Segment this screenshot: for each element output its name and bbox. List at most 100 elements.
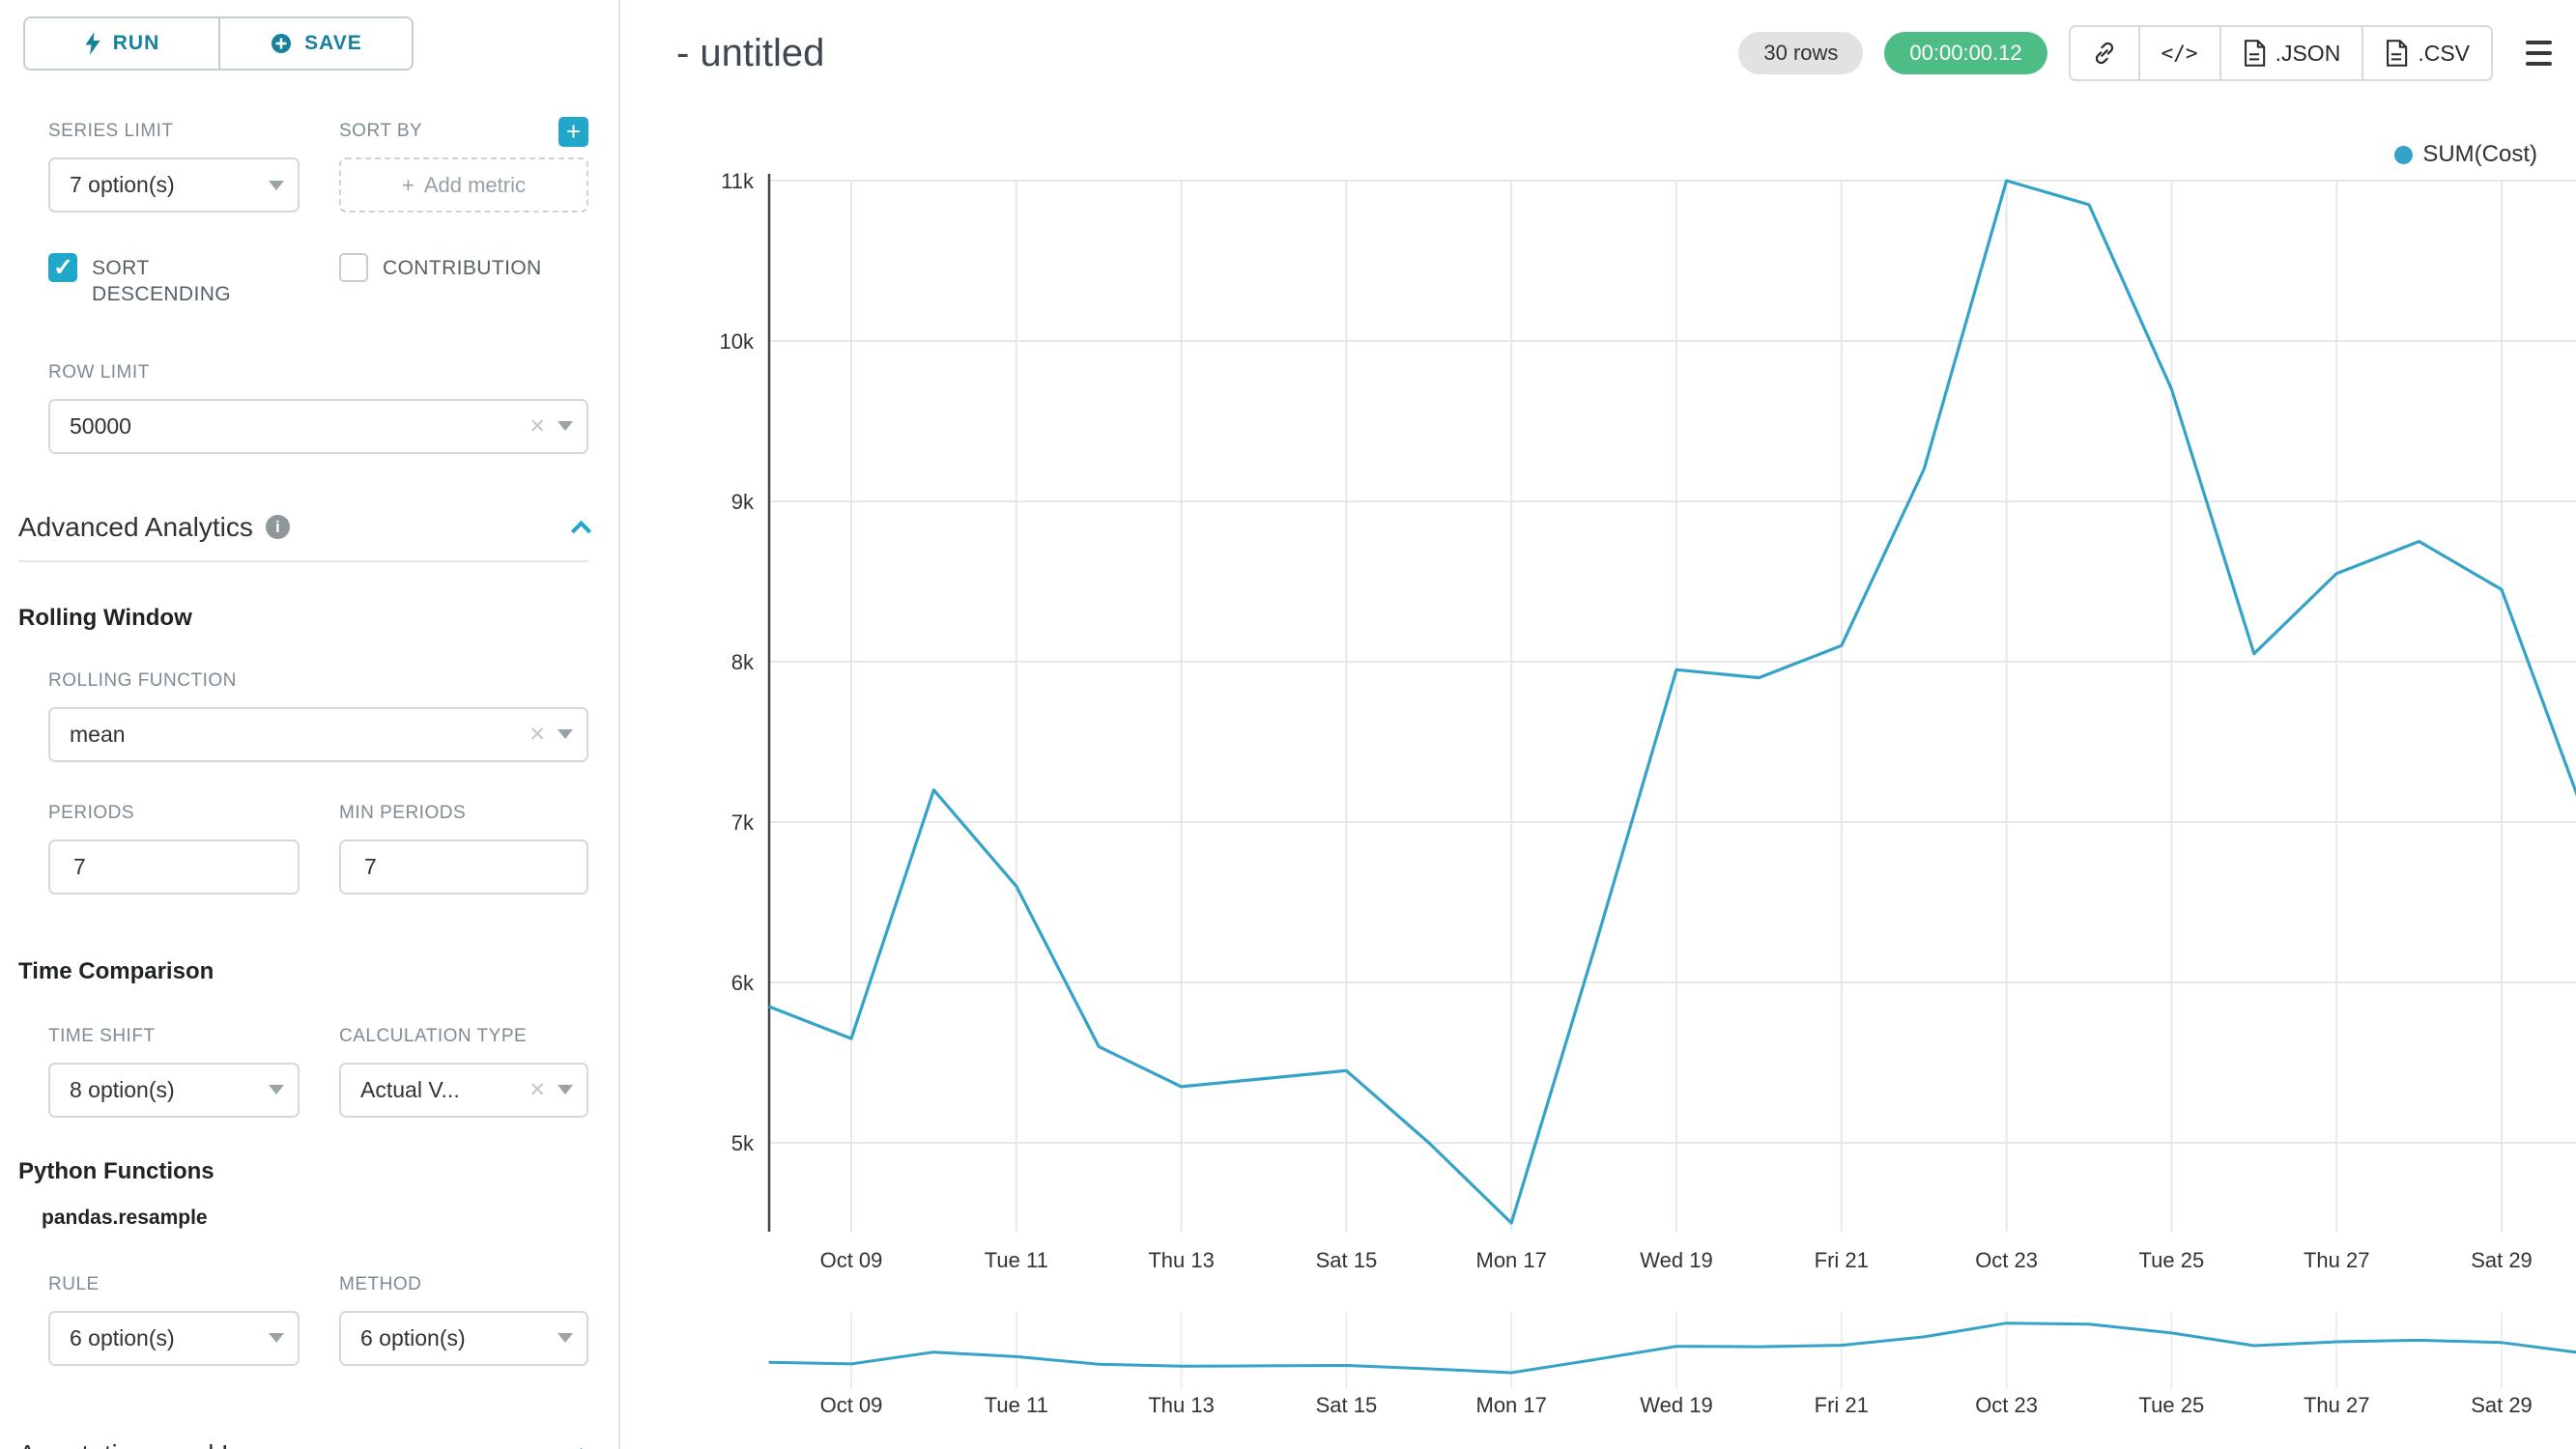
chart-title: - untitled bbox=[676, 31, 825, 74]
x-axis-tick-label: Sat 15 bbox=[1316, 1248, 1378, 1272]
periods-control: PERIODS bbox=[48, 797, 300, 895]
series-limit-label: SERIES LIMIT bbox=[48, 121, 174, 141]
x-axis-tick-label: Tue 11 bbox=[985, 1248, 1048, 1272]
lightning-bolt-icon bbox=[85, 32, 100, 55]
plus-icon: + bbox=[401, 172, 415, 197]
advanced-analytics-header[interactable]: Advanced Analytics i bbox=[18, 512, 592, 562]
row-limit-select[interactable]: 50000 ✕ bbox=[48, 398, 588, 454]
info-icon: i bbox=[265, 515, 290, 540]
limits-row: SERIES LIMIT 7 option(s) SORT BY + + Add… bbox=[48, 115, 618, 213]
x-axis-tick-label: Oct 09 bbox=[820, 1248, 883, 1272]
time-comparison-title: Time Comparison bbox=[18, 957, 215, 984]
mini-x-axis-tick-label: Oct 09 bbox=[820, 1393, 883, 1417]
menu-icon bbox=[2525, 41, 2552, 44]
mini-chart-line bbox=[768, 1321, 2576, 1375]
time-comparison-row: TIME SHIFT 8 option(s) CALCULATION TYPE … bbox=[48, 1020, 618, 1118]
rule-select[interactable]: 6 option(s) bbox=[48, 1310, 300, 1366]
y-axis-tick-label: 9k bbox=[731, 490, 755, 514]
row-limit-value: 50000 bbox=[70, 412, 131, 439]
x-axis-tick-label: Sat 29 bbox=[2471, 1248, 2533, 1272]
chart-main-panel: - untitled 30 rows 00:00:00.12 </> bbox=[620, 0, 2576, 1449]
periods-input[interactable] bbox=[48, 838, 300, 895]
chevron-down-icon bbox=[558, 729, 573, 740]
chevron-up-icon[interactable] bbox=[570, 520, 592, 542]
chevron-down-icon bbox=[269, 1085, 284, 1095]
time-shift-label: TIME SHIFT bbox=[48, 1025, 156, 1046]
rule-method-row: RULE 6 option(s) METHOD 6 option(s) bbox=[48, 1268, 618, 1366]
sort-by-label: SORT BY bbox=[339, 121, 423, 141]
add-metric-placeholder: Add metric bbox=[423, 172, 526, 197]
chevron-down-icon bbox=[558, 421, 573, 432]
method-label: METHOD bbox=[339, 1273, 422, 1294]
method-select[interactable]: 6 option(s) bbox=[339, 1310, 588, 1366]
annotations-layers-header[interactable]: Annotations and Layers bbox=[18, 1439, 592, 1449]
link-icon bbox=[2095, 42, 2113, 65]
sort-descending-label: SORT DESCENDING bbox=[92, 257, 232, 306]
run-save-button-group: RUN SAVE bbox=[23, 16, 414, 71]
save-button-label: SAVE bbox=[304, 32, 362, 54]
embed-code-button[interactable]: </> bbox=[2137, 25, 2221, 81]
chevron-down-icon bbox=[558, 1085, 573, 1095]
series-limit-value: 7 option(s) bbox=[70, 172, 175, 197]
mini-x-axis-tick-label: Sat 29 bbox=[2471, 1393, 2533, 1417]
calculation-type-value: Actual V... bbox=[360, 1076, 460, 1102]
clear-icon[interactable]: ✕ bbox=[529, 414, 546, 438]
y-axis-tick-label: 5k bbox=[731, 1131, 755, 1155]
add-sort-metric-button[interactable]: + bbox=[558, 116, 588, 147]
mini-x-axis-tick-label: Thu 27 bbox=[2304, 1393, 2370, 1417]
sort-by-add-metric-field[interactable]: + Add metric bbox=[339, 157, 588, 213]
calculation-type-control: CALCULATION TYPE Actual V... ✕ bbox=[339, 1020, 588, 1118]
run-button[interactable]: RUN bbox=[25, 18, 218, 69]
x-axis-tick-label: Fri 21 bbox=[1815, 1248, 1869, 1272]
y-axis-tick-label: 7k bbox=[731, 810, 755, 835]
sort-descending-checkbox[interactable]: SORT DESCENDING bbox=[48, 253, 300, 308]
rolling-function-control: ROLLING FUNCTION mean ✕ bbox=[48, 665, 588, 762]
export-button-group: </> .JSON bbox=[2068, 25, 2493, 81]
min-periods-label: MIN PERIODS bbox=[339, 802, 467, 823]
run-button-label: RUN bbox=[112, 32, 160, 54]
rule-value: 6 option(s) bbox=[70, 1324, 175, 1350]
time-shift-select[interactable]: 8 option(s) bbox=[48, 1062, 300, 1118]
series-limit-control: SERIES LIMIT 7 option(s) bbox=[48, 115, 300, 213]
mini-x-axis-tick-label: Fri 21 bbox=[1815, 1393, 1869, 1417]
x-axis-tick-label: Thu 27 bbox=[2304, 1248, 2370, 1272]
json-file-icon bbox=[2244, 40, 2265, 67]
control-panel-sidebar: RUN SAVE SERIES LIMIT 7 option(s) bbox=[0, 0, 620, 1449]
mini-x-axis-tick-label: Sat 15 bbox=[1316, 1393, 1378, 1417]
y-axis-tick-label: 8k bbox=[731, 650, 755, 674]
row-limit-label: ROW LIMIT bbox=[48, 361, 150, 383]
timeseries-line-chart[interactable]: 11k 10k 9k 8k 7k 6k 5k Oct 09 Oct 09 Tue 11 Tue 11… bbox=[620, 0, 2576, 1449]
rolling-function-label: ROLLING FUNCTION bbox=[48, 669, 237, 691]
periods-row: PERIODS MIN PERIODS bbox=[48, 797, 618, 895]
rolling-function-select[interactable]: mean ✕ bbox=[48, 706, 588, 762]
sort-by-control: SORT BY + + Add metric bbox=[339, 115, 588, 213]
chart-line[interactable] bbox=[768, 179, 2576, 1225]
save-button[interactable]: SAVE bbox=[218, 18, 412, 69]
more-options-menu-button[interactable] bbox=[2514, 25, 2562, 81]
row-limit-control: ROW LIMIT 50000 ✕ bbox=[48, 356, 588, 454]
export-csv-button[interactable]: .CSV bbox=[2361, 25, 2493, 81]
calculation-type-select[interactable]: Actual V... ✕ bbox=[339, 1062, 588, 1118]
plus-circle-icon bbox=[272, 34, 292, 53]
time-shift-control: TIME SHIFT 8 option(s) bbox=[48, 1020, 300, 1118]
annotations-layers-title: Annotations and Layers bbox=[18, 1439, 302, 1449]
rule-control: RULE 6 option(s) bbox=[48, 1268, 300, 1366]
mini-x-axis-tick-label: Tue 25 bbox=[2139, 1393, 2205, 1417]
clear-icon[interactable]: ✕ bbox=[529, 723, 546, 746]
rolling-window-title: Rolling Window bbox=[18, 604, 192, 631]
csv-button-label: .CSV bbox=[2418, 40, 2470, 66]
chevron-down-icon bbox=[558, 1333, 573, 1344]
chart-legend[interactable]: SUM(Cost) bbox=[2394, 141, 2537, 168]
export-json-button[interactable]: .JSON bbox=[2218, 25, 2364, 81]
csv-file-icon bbox=[2387, 40, 2408, 67]
mini-x-axis-tick-label: Mon 17 bbox=[1476, 1393, 1547, 1417]
x-axis-tick-label: Thu 13 bbox=[1148, 1248, 1215, 1272]
contribution-checkbox[interactable]: CONTRIBUTION bbox=[339, 253, 588, 308]
copy-link-button[interactable] bbox=[2068, 25, 2140, 81]
chevron-down-icon bbox=[269, 180, 284, 190]
legend-series-label: SUM(Cost) bbox=[2422, 141, 2537, 167]
mini-x-axis-tick-label: Oct 23 bbox=[1975, 1393, 2038, 1417]
clear-icon[interactable]: ✕ bbox=[529, 1078, 546, 1101]
min-periods-input[interactable] bbox=[339, 838, 588, 895]
series-limit-select[interactable]: 7 option(s) bbox=[48, 157, 300, 213]
